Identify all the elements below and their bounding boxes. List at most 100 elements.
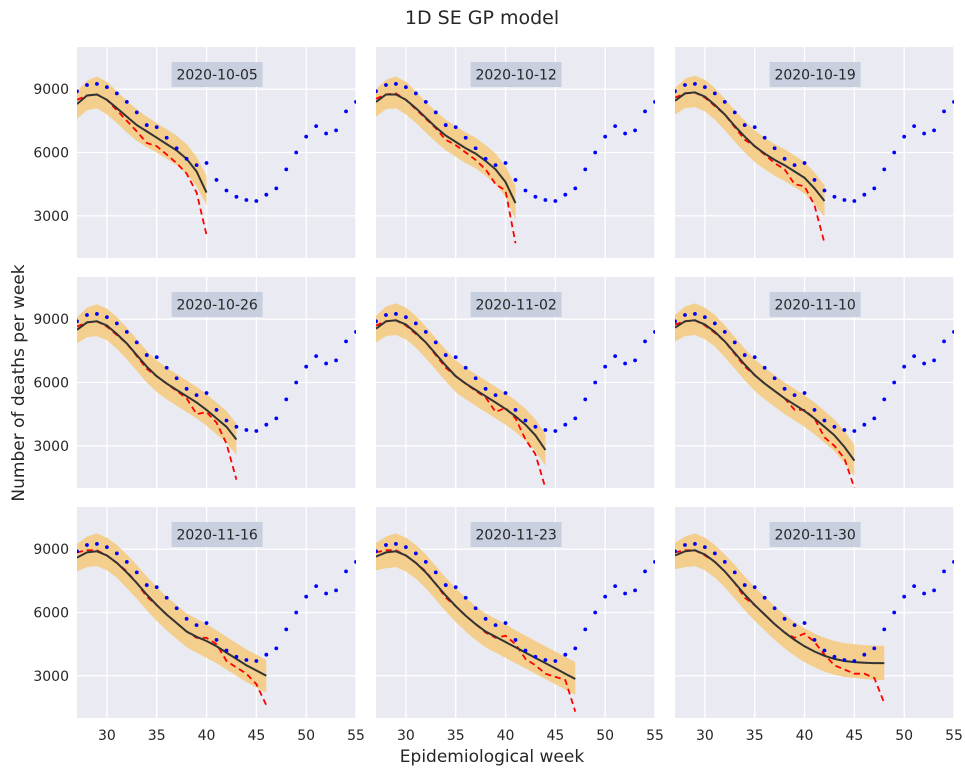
observed-point — [453, 125, 458, 130]
x-tick-label: 45 — [546, 728, 564, 744]
observed-point — [493, 163, 498, 168]
nowcast-line — [675, 549, 886, 704]
observed-point — [872, 646, 877, 651]
observed-point — [244, 658, 249, 662]
observed-point — [164, 365, 169, 370]
observed-point — [752, 355, 757, 360]
observed-point — [394, 542, 398, 546]
observed-point — [453, 355, 458, 360]
observed-point — [204, 621, 209, 625]
observed-point — [384, 543, 388, 547]
observed-point — [144, 123, 149, 127]
observed-point — [912, 584, 917, 589]
observed-point — [184, 616, 189, 621]
observed-point — [433, 110, 438, 115]
observed-point — [822, 648, 827, 653]
observed-point — [174, 606, 179, 611]
observed-point — [254, 199, 259, 203]
observed-point — [942, 339, 946, 344]
y-tick-label: 6000 — [33, 606, 69, 622]
observed-point — [693, 312, 697, 316]
y-tick-label: 3000 — [33, 439, 69, 455]
observed-point — [772, 376, 777, 381]
observed-point — [376, 89, 378, 94]
observed-point — [583, 397, 588, 402]
observed-point — [234, 194, 239, 199]
observed-point — [523, 418, 528, 423]
observed-point — [443, 583, 448, 587]
observed-point — [832, 424, 837, 429]
observed-point — [852, 429, 857, 433]
observed-point — [802, 621, 807, 625]
observed-point — [623, 591, 628, 596]
y-tick-label: 9000 — [33, 542, 69, 558]
y-tick-label: 9000 — [33, 312, 69, 328]
observed-point — [274, 416, 279, 421]
observed-point — [912, 354, 917, 359]
observed-point — [533, 654, 538, 659]
observed-point — [324, 591, 329, 596]
observed-point — [124, 99, 129, 104]
observed-point — [284, 397, 289, 402]
observed-point — [872, 416, 877, 421]
observed-point — [473, 606, 478, 611]
observed-point — [483, 616, 488, 621]
observed-point — [623, 131, 628, 136]
observed-point — [922, 131, 927, 136]
observed-point — [732, 340, 737, 345]
observed-point — [463, 365, 468, 370]
panel-7: 2020-11-16 3000 6000 9000 30 35 40 45 50 55 — [33, 507, 365, 744]
observed-point — [214, 178, 219, 182]
date-label: 2020-11-30 — [774, 528, 855, 544]
plot-area — [675, 75, 954, 244]
observed-point — [613, 354, 618, 359]
observed-point — [463, 595, 468, 600]
observed-point — [433, 570, 438, 575]
observed-point — [573, 646, 578, 651]
observed-point — [675, 319, 677, 324]
observed-point — [413, 551, 418, 556]
observed-point — [543, 428, 548, 432]
observed-point — [294, 150, 299, 155]
panel-6: 2020-11-10 — [675, 277, 955, 488]
observed-point — [712, 321, 717, 326]
observed-point — [772, 606, 777, 611]
observed-point — [144, 353, 149, 357]
observed-point — [603, 364, 608, 369]
observed-point — [922, 591, 927, 596]
observed-point — [314, 124, 319, 129]
mean-line — [77, 320, 238, 441]
observed-point — [134, 110, 139, 115]
observed-point — [493, 393, 498, 398]
panel-9: 2020-11-30 30 35 40 45 50 55 — [675, 507, 963, 744]
observed-point — [77, 319, 79, 324]
x-tick-label: 35 — [746, 728, 764, 744]
observed-point — [693, 82, 697, 86]
observed-point — [722, 329, 727, 334]
panel-5: 2020-11-02 — [376, 277, 656, 488]
y-axis-label: Number of deaths per week — [9, 264, 29, 501]
observed-point — [324, 131, 329, 136]
observed-point — [702, 85, 707, 89]
observed-point — [862, 422, 867, 427]
observed-point — [184, 386, 189, 391]
confidence-band — [376, 76, 516, 220]
observed-point — [194, 393, 199, 398]
observed-point — [882, 397, 887, 402]
date-label-box — [769, 522, 861, 547]
observed-point — [124, 329, 129, 334]
observed-point — [85, 543, 89, 547]
observed-point — [573, 416, 578, 421]
plot-area — [376, 533, 655, 712]
observed-point — [314, 354, 319, 359]
observed-point — [932, 588, 936, 593]
x-tick-label: 55 — [646, 728, 664, 744]
x-tick-label: 30 — [696, 728, 714, 744]
x-tick-label: 55 — [347, 728, 365, 744]
observed-point — [224, 188, 229, 193]
observed-point — [732, 110, 737, 115]
observed-point — [722, 99, 727, 104]
panel-8: 2020-11-23 30 35 40 45 50 55 — [376, 507, 664, 744]
date-label-box — [470, 292, 562, 317]
date-label-box — [769, 292, 861, 317]
